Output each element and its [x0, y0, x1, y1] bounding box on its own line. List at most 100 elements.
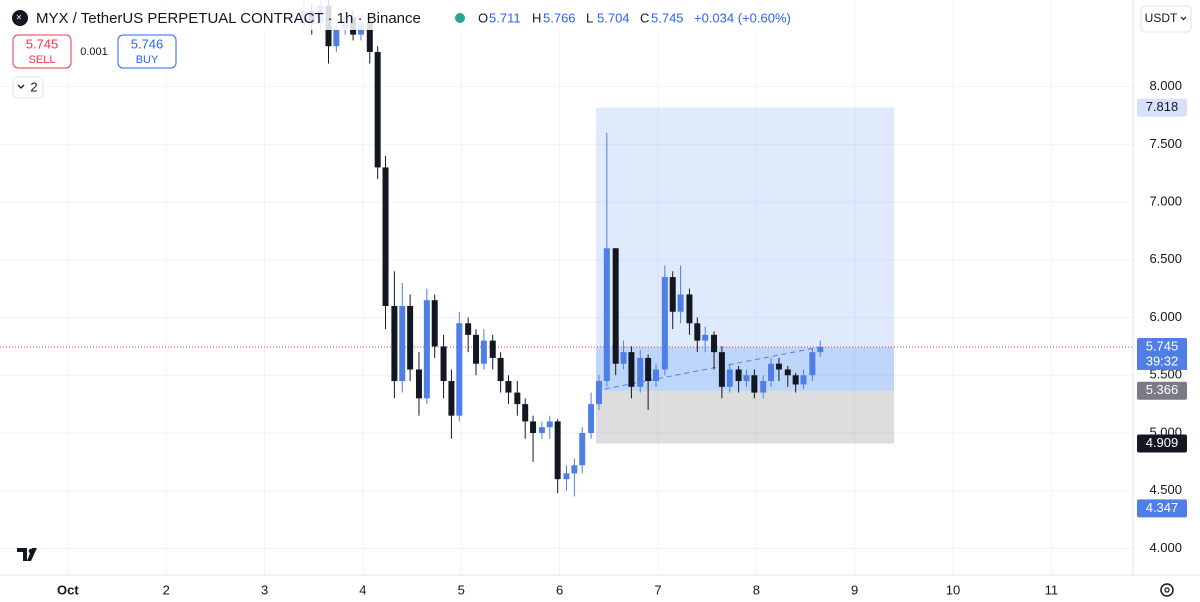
candle-body: [726, 369, 733, 387]
buy-label[interactable]: BUY: [136, 54, 159, 66]
stop-label-bg: [1137, 434, 1187, 453]
candle-body: [792, 375, 799, 385]
candle-body: [571, 465, 578, 474]
x-tick-label: 2: [163, 582, 170, 597]
candle-body: [775, 363, 782, 370]
y-tick-label: 8.000: [1149, 78, 1182, 93]
countdown: 39:32: [1146, 353, 1179, 368]
profit-zone: [596, 107, 895, 391]
candle-body: [677, 294, 684, 312]
chevron: [17, 84, 25, 89]
candle-body: [554, 421, 561, 480]
x-tick-label: 11: [1045, 582, 1059, 597]
candle-body: [751, 375, 758, 393]
buy-price[interactable]: 5.746: [131, 36, 164, 51]
candle-body: [399, 305, 406, 382]
candle-body: [603, 248, 610, 382]
candle-body: [645, 357, 652, 382]
currency-button[interactable]: [1140, 5, 1192, 33]
indicator-count[interactable]: 2: [30, 79, 37, 94]
alert-label: 4.347: [1146, 500, 1179, 515]
currency-chevron: [1180, 16, 1187, 21]
x-tick-label: 3: [261, 582, 268, 597]
currency[interactable]: USDT: [1145, 11, 1178, 25]
candle-body: [456, 323, 463, 416]
candle-body: [743, 375, 750, 382]
candle-body: [620, 352, 627, 364]
last-price-label-bg: [1137, 337, 1187, 356]
candle-body: [612, 248, 619, 364]
candle-body: [465, 323, 472, 335]
target-label-bg: [1137, 98, 1187, 117]
sell-price[interactable]: 5.745: [26, 36, 59, 51]
plot-area: [0, 0, 1133, 575]
candle-body: [711, 334, 718, 353]
x-tick-label: Oct: [57, 582, 79, 597]
ohlc-value: 5.766: [543, 10, 576, 25]
x-tick-label: 10: [946, 582, 960, 597]
symbol-title: MYX / TetherUS PERPETUAL CONTRACT · 1h ·…: [36, 10, 421, 27]
candle-body: [661, 277, 668, 370]
candle-body: [735, 369, 742, 382]
candle-body: [374, 51, 381, 168]
candle-body: [809, 352, 816, 376]
candle-body: [497, 357, 504, 382]
x-tick-label: 5: [458, 582, 465, 597]
gear[interactable]: [1160, 583, 1174, 597]
header-bg: [0, 0, 820, 30]
symbol-icon-glyph: ×: [16, 13, 22, 24]
logo-dot: [28, 548, 34, 554]
tv-logo: [17, 548, 37, 561]
last-price-label: 5.745: [1146, 338, 1179, 353]
candle-body: [480, 340, 487, 364]
candle-body: [366, 23, 373, 52]
gear-center[interactable]: [1164, 587, 1170, 593]
candle-body: [423, 300, 430, 399]
ohlc-key: O: [478, 10, 488, 25]
candle-body: [538, 427, 545, 433]
stop-label: 4.909: [1146, 435, 1179, 450]
sell-button[interactable]: [12, 34, 72, 69]
settings-icon[interactable]: [1160, 583, 1174, 597]
candle-body: [448, 381, 455, 416]
y-tick-label: 4.500: [1149, 482, 1182, 497]
candle-body: [595, 381, 602, 405]
candle-body: [382, 167, 389, 306]
buy-button[interactable]: [117, 34, 177, 69]
candle-body: [489, 340, 496, 358]
x-tick-label: 4: [359, 582, 366, 597]
candle-body: [760, 381, 767, 393]
candle-body: [768, 363, 775, 382]
ohlc-value: 5.704: [597, 10, 630, 25]
y-tick-label: 7.000: [1149, 193, 1182, 208]
ohlc-key: L: [586, 10, 593, 25]
stop-zone: [596, 390, 895, 444]
y-tick-label: 6.500: [1149, 251, 1182, 266]
x-tick-label: 6: [556, 582, 563, 597]
candle-body: [652, 369, 659, 382]
y-tick-label: 5.500: [1149, 367, 1182, 382]
candle-body: [702, 334, 709, 341]
candle-body: [546, 421, 553, 428]
candle-body: [669, 277, 676, 312]
candle-body: [522, 404, 529, 422]
sell-label[interactable]: SELL: [29, 54, 56, 66]
candle-body: [817, 346, 824, 353]
candle-body: [505, 381, 512, 393]
candle-body: [333, 28, 340, 47]
ohlc-key: C: [640, 10, 649, 25]
spread: 0.001: [80, 46, 108, 58]
candle-body: [415, 369, 422, 399]
indicators-toggle[interactable]: [12, 76, 44, 99]
x-tick-label: 7: [654, 582, 661, 597]
candle-body: [686, 294, 693, 324]
candle-body: [407, 305, 414, 370]
candle-body: [579, 432, 586, 466]
candle-body: [588, 404, 595, 433]
candle-body: [440, 346, 447, 382]
x-tick-label: 8: [753, 582, 760, 597]
status-dot: [455, 13, 465, 23]
candle-body: [563, 473, 570, 480]
